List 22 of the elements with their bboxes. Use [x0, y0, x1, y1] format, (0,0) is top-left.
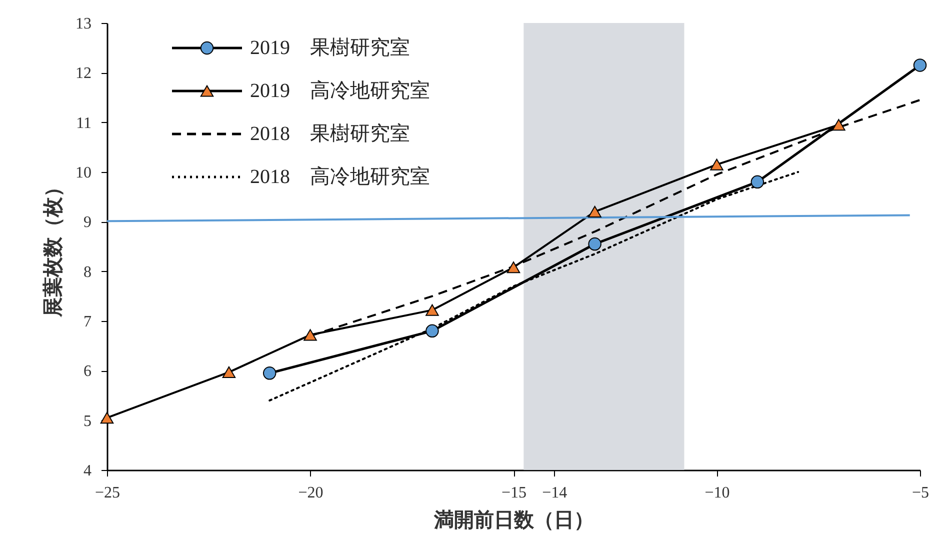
legend-label: 2018 果樹研究室 [250, 122, 410, 145]
y-tick-label: 5 [84, 412, 92, 430]
x-tick-label: −25 [94, 484, 120, 502]
y-tick-label: 8 [84, 264, 92, 281]
y-tick-label: 7 [84, 314, 92, 330]
legend-label: 2019 果樹研究室 [250, 36, 410, 59]
legend-label: 2019 高冷地研究室 [250, 79, 430, 102]
y-tick-label: 9 [84, 214, 92, 232]
y-axis-title: 展葉枚数（枚） [42, 177, 64, 318]
y-tick-label: 13 [76, 16, 92, 32]
y-tick-label: 11 [76, 114, 92, 132]
y-tick-label: 6 [84, 363, 92, 380]
x-tick-label: −15 [501, 484, 527, 502]
x-tick-label: −20 [298, 484, 324, 502]
x-tick-label: −14 [542, 484, 568, 502]
legend-label: 2018 高冷地研究室 [250, 165, 430, 188]
y-tick-label: 10 [76, 164, 92, 182]
y-tick-label: 4 [84, 462, 92, 480]
y-tick-label: 12 [76, 65, 92, 82]
x-tick-label: −5 [912, 484, 930, 502]
x-axis-title: 満開前日数（日） [433, 510, 594, 532]
x-tick-label: −10 [704, 484, 730, 502]
